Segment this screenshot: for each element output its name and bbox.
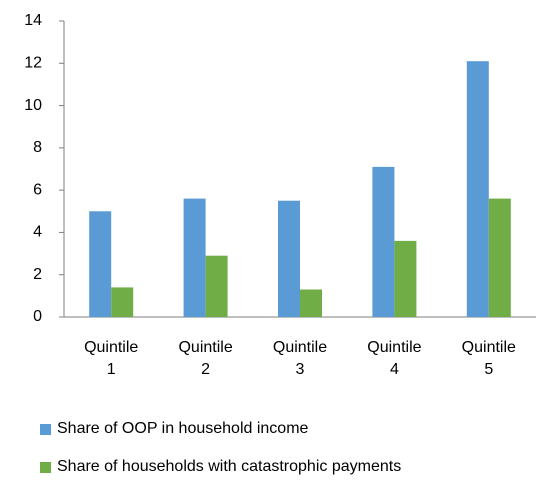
bar (372, 166, 395, 317)
bar (205, 255, 228, 317)
x-tick-label: Quintile 4 (367, 339, 422, 378)
x-tick-label: Quintile 1 (84, 339, 139, 378)
legend-label: Share of households with catastrophic pa… (57, 458, 402, 475)
bar (111, 287, 134, 317)
x-tick-label: Quintile 3 (272, 339, 328, 378)
y-tick-label: 0 (33, 308, 42, 325)
y-tick-label: 10 (24, 97, 42, 114)
bar (300, 289, 322, 317)
y-tick-label: 6 (33, 181, 42, 198)
y-tick-label: 8 (33, 139, 42, 156)
legend-item: Share of OOP in household income (40, 420, 308, 438)
bar (488, 198, 511, 317)
y-tick-label: 12 (24, 55, 42, 72)
bar (183, 198, 206, 317)
x-tick-label: Quintile 2 (178, 339, 233, 378)
y-tick-label: 14 (24, 12, 42, 29)
bar (394, 240, 417, 317)
legend-swatch (40, 423, 51, 435)
legend-swatch (40, 461, 51, 473)
x-tick-label: Quintile 5 (461, 339, 516, 378)
legend-item: Share of households with catastrophic pa… (40, 458, 401, 476)
bar (278, 200, 300, 317)
y-tick-label: 2 (33, 266, 42, 283)
legend-label: Share of OOP in household income (57, 420, 309, 437)
bar (466, 61, 489, 317)
y-tick-label: 4 (33, 224, 42, 241)
bar (89, 211, 112, 317)
